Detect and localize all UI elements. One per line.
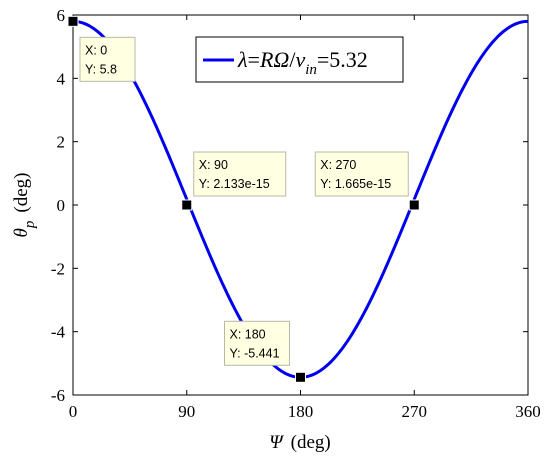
axis-ticks: 0 90 180 270 360 -6 -4 -2 0 2 4 6 [51,6,541,421]
x-tick-label: 90 [178,402,195,421]
y-tick-label: -2 [51,259,65,278]
legend-box [195,36,404,83]
x-tick-label: 180 [288,402,314,421]
datatip-box [314,151,409,197]
datatip-x-text: X: 90 [199,158,228,172]
datatip-x-text: X: 180 [230,327,266,341]
y-tick-label: -4 [51,323,66,342]
y-tick-label: 0 [57,196,66,215]
datatip-y-text: Y: 2.133e-15 [199,177,270,191]
datatip-y-text: Y: -5.441 [230,346,280,360]
datatip-y-text: Y: 1.665e-15 [320,177,391,191]
datatip-marker[interactable] [181,199,193,211]
datatips-layer: X: 0 Y: 5.8 X: 90 Y: 2.133e-15 X: 180 Y: -5.4… [67,15,420,383]
datatip-x-text: X: 270 [320,158,356,172]
x-tick-label: 360 [515,402,541,421]
legend: λ=RΩ/vin=5.32 [195,36,404,83]
datatip-x-text: X: 0 [85,43,107,57]
datatip-box [79,36,136,82]
x-tick-label: 0 [69,402,78,421]
datatip-marker[interactable] [408,199,420,211]
y-tick-label: 4 [57,69,66,88]
y-axis-label: θp(deg) [11,173,38,238]
y-tick-label: -6 [51,386,65,405]
y-axis-label-text: θp(deg) [11,173,38,238]
x-tick-label: 270 [402,402,428,421]
datatip-box [224,320,290,366]
datatip-marker[interactable] [67,15,79,27]
x-axis-label: Ψ (deg) [269,432,330,453]
y-tick-label: 6 [57,6,66,25]
datatip-marker[interactable] [295,371,306,383]
y-tick-label: 2 [57,133,66,152]
datatip-y-text: Y: 5.8 [85,62,117,76]
datatip-box [193,151,287,197]
legend-label: λ=RΩ/vin=5.32 [237,47,368,78]
